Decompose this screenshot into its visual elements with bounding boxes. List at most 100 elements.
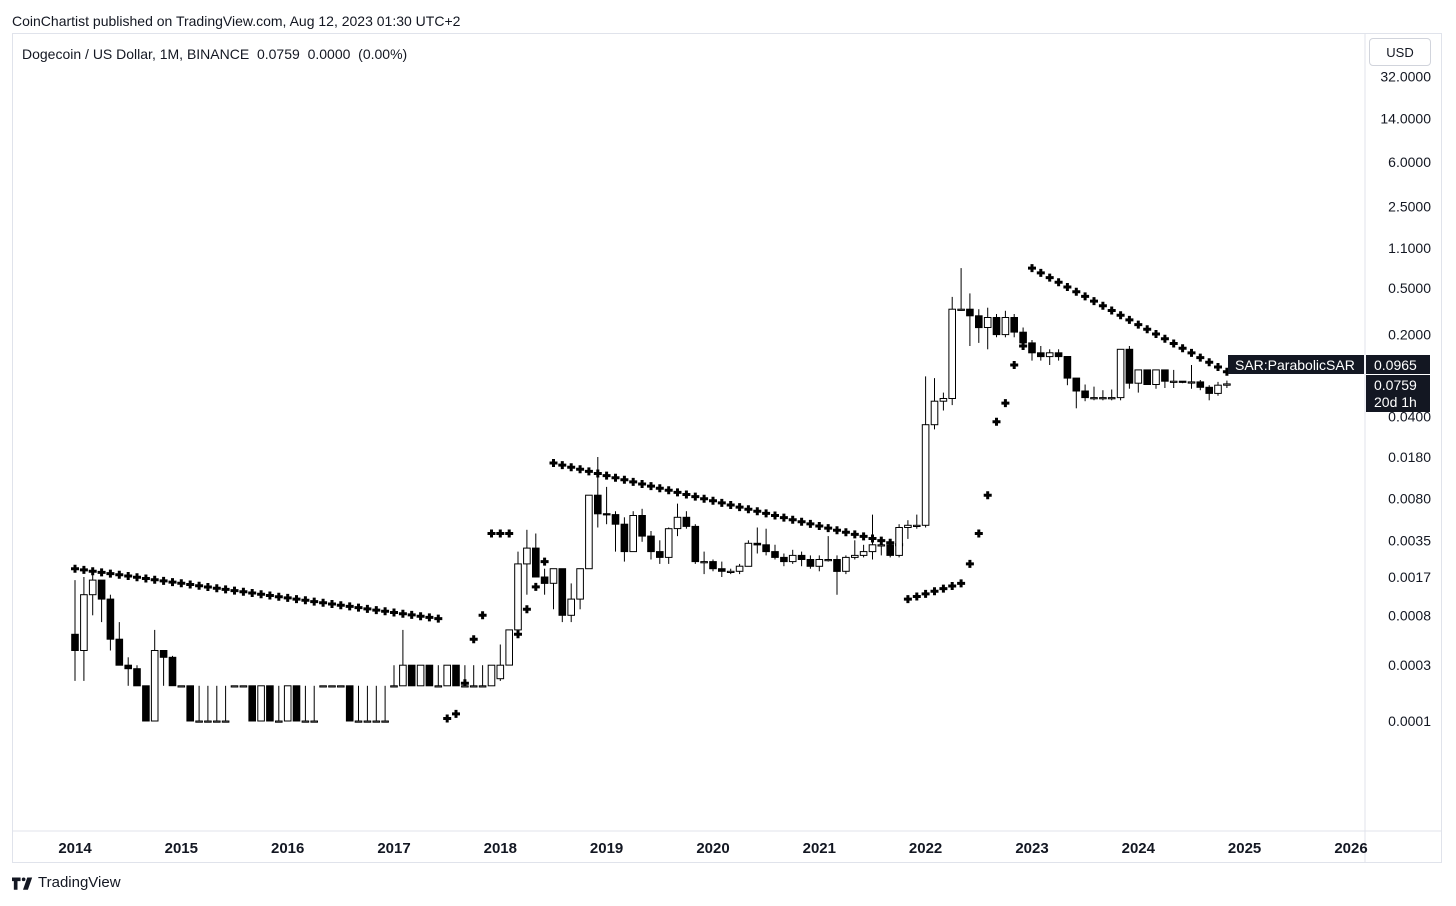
- candle: [966, 293, 974, 346]
- candle: [868, 514, 877, 560]
- sar-dot: [744, 505, 753, 514]
- candle-body: [283, 685, 292, 722]
- sar-dot: [602, 471, 611, 480]
- candle-body: [647, 535, 655, 553]
- candle: [771, 544, 779, 560]
- candle: [532, 533, 540, 578]
- sar-dot: [514, 630, 522, 639]
- candle: [1187, 365, 1196, 389]
- candle: [709, 559, 717, 572]
- candle-body: [363, 720, 372, 723]
- candle: [647, 531, 655, 560]
- price-axis: 32.0000 14.0000 6.0000 2.5000 1.1000 0.5000 0.…: [1380, 69, 1431, 729]
- candle: [904, 520, 912, 539]
- candle: [1161, 369, 1169, 388]
- candle-body: [390, 685, 398, 688]
- sar-dot: [106, 569, 115, 578]
- candle: [1152, 369, 1160, 389]
- time-axis: 2014 2015 2016 2017 2018 2019 2020 2021 2022 2023…: [58, 840, 1367, 857]
- price-tick-label: 0.0001: [1388, 713, 1431, 729]
- candle-body: [514, 563, 522, 631]
- candle: [1063, 356, 1072, 386]
- sar-dot: [806, 519, 815, 528]
- sar-indicator-name-bg: [1228, 355, 1364, 374]
- candle: [691, 524, 700, 564]
- sar-dot: [265, 591, 274, 600]
- candle: [496, 644, 505, 681]
- candle: [416, 664, 425, 687]
- candle-body: [859, 551, 868, 556]
- sar-dot: [141, 574, 150, 583]
- candle: [390, 665, 398, 688]
- candle: [611, 511, 620, 552]
- candle: [939, 392, 948, 411]
- price-tick-label: 0.0008: [1388, 607, 1431, 623]
- candle-body: [1116, 348, 1125, 399]
- sar-dot: [753, 507, 762, 516]
- sar-dot: [354, 603, 363, 612]
- candle: [1214, 381, 1222, 396]
- candle-body: [328, 685, 336, 688]
- candle: [204, 685, 212, 723]
- tradingview-brand[interactable]: TradingView: [12, 874, 121, 891]
- candle-body: [1205, 386, 1214, 394]
- candle: [345, 685, 354, 722]
- sar-dot: [620, 475, 629, 484]
- candle: [239, 685, 248, 688]
- candle-body: [345, 685, 354, 722]
- sar-dot: [629, 477, 638, 486]
- candle-body: [664, 528, 673, 558]
- candle: [88, 571, 97, 616]
- candle: [948, 296, 957, 406]
- candle: [594, 457, 602, 528]
- currency-button[interactable]: USD: [1369, 38, 1431, 66]
- sar-dot: [682, 490, 691, 499]
- sar-dot: [647, 482, 655, 491]
- candle-body: [1143, 369, 1152, 385]
- sar-value: 0.0965: [1374, 357, 1417, 373]
- candle-body: [744, 542, 753, 567]
- candle-body: [549, 568, 558, 584]
- candle: [443, 664, 451, 687]
- candle: [213, 685, 221, 723]
- candle: [97, 579, 106, 623]
- sar-dot: [673, 488, 682, 497]
- sar-dot: [274, 592, 283, 601]
- sar-dot: [363, 604, 372, 613]
- candle-body: [682, 516, 691, 527]
- candle: [142, 685, 150, 722]
- candle-body: [833, 559, 841, 572]
- sar-dot: [611, 473, 620, 482]
- candle: [806, 555, 815, 569]
- sar-dot: [965, 559, 974, 568]
- candle: [585, 494, 593, 570]
- sar-dot: [115, 570, 124, 579]
- tradingview-logo-icon: [12, 877, 33, 890]
- candle-body: [213, 720, 221, 723]
- candle-body: [753, 542, 762, 546]
- sar-dot: [159, 576, 168, 585]
- chart-frame: [12, 33, 1442, 863]
- candle: [558, 568, 567, 623]
- candle: [230, 685, 239, 688]
- candle: [664, 527, 673, 564]
- candle-body: [372, 720, 381, 723]
- sar-dot: [1134, 320, 1143, 329]
- price-tick-label: 0.0080: [1388, 490, 1431, 506]
- sar-dot: [248, 589, 257, 597]
- sar-dot: [1214, 363, 1222, 371]
- sar-dot: [398, 609, 407, 618]
- sar-dot: [983, 491, 992, 500]
- sar-dot: [336, 601, 345, 610]
- candle-body: [886, 544, 895, 556]
- candle-body: [248, 685, 256, 722]
- candle: [682, 511, 691, 529]
- sar-dot: [186, 580, 195, 589]
- candle-body: [275, 720, 283, 723]
- sar-dot: [638, 480, 647, 488]
- sar-dot: [1205, 358, 1214, 367]
- candle-body: [523, 547, 531, 565]
- candle-body: [159, 650, 168, 658]
- candle-body: [629, 515, 638, 553]
